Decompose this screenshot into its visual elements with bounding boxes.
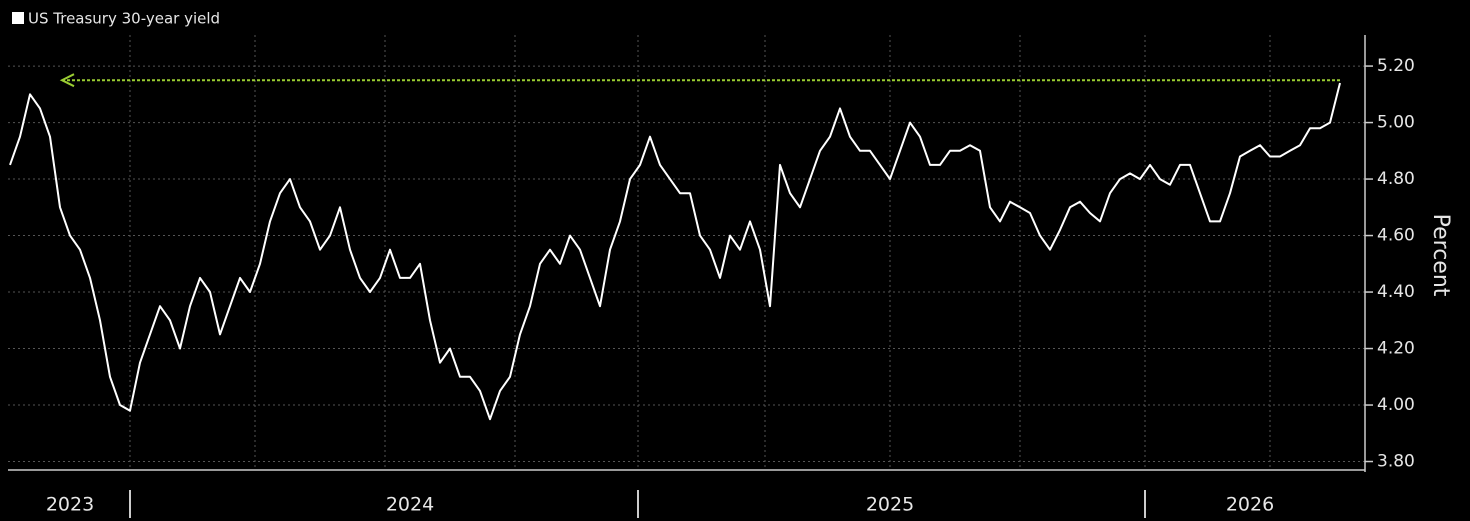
x-tick-label: 2023 bbox=[46, 494, 94, 516]
reference-arrow bbox=[59, 73, 75, 88]
y-tick-label: 5.00 bbox=[1377, 113, 1415, 133]
y-tick-label: 4.80 bbox=[1377, 169, 1415, 189]
x-tick-label: 2024 bbox=[386, 494, 434, 516]
y-tick-label: 4.40 bbox=[1377, 282, 1415, 302]
legend-label: US Treasury 30-year yield bbox=[28, 10, 220, 28]
y-axis-label: Percent bbox=[1428, 214, 1453, 297]
y-tick-label: 5.20 bbox=[1377, 56, 1415, 76]
y-tick-label: 4.00 bbox=[1377, 395, 1415, 415]
legend-swatch bbox=[12, 12, 24, 24]
year-separators bbox=[129, 490, 1146, 518]
series-line bbox=[9, 82, 1341, 421]
y-tick-label: 4.20 bbox=[1377, 339, 1415, 359]
x-tick-label: 2026 bbox=[1226, 494, 1274, 516]
y-tick-label: 4.60 bbox=[1377, 226, 1415, 246]
y-tick-label: 3.80 bbox=[1377, 452, 1415, 472]
x-tick-label: 2025 bbox=[866, 494, 914, 516]
